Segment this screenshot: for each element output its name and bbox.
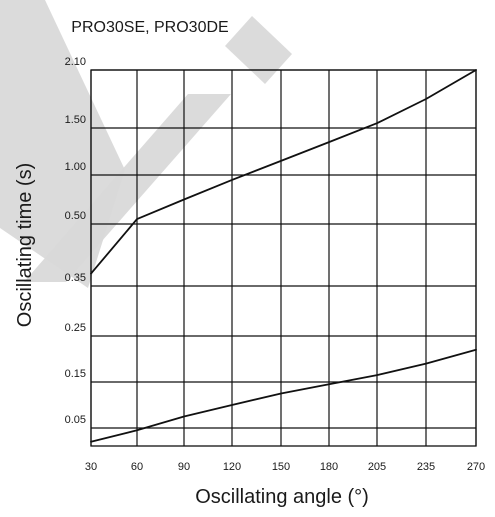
watermark-diamond <box>225 16 292 84</box>
watermark-stroke-middle <box>24 94 231 282</box>
y-tick-label-2: 0.25 <box>65 322 86 334</box>
x-tick-label-4: 150 <box>272 461 290 473</box>
y-tick-label-3: 0.35 <box>65 272 86 284</box>
x-tick-label-3: 120 <box>223 461 241 473</box>
x-tick-label-0: 30 <box>85 461 97 473</box>
x-tick-label-5: 180 <box>320 461 338 473</box>
y-axis-title: Oscillating time (s) <box>14 163 36 327</box>
watermark-shapes <box>0 0 292 288</box>
x-tick-label-1: 60 <box>131 461 143 473</box>
series-line-1 <box>90 348 477 443</box>
x-tick-label-6: 205 <box>368 461 386 473</box>
chart-title: PRO30SE, PRO30DE <box>71 19 228 36</box>
y-tick-label-1: 0.15 <box>65 368 86 380</box>
series <box>90 69 477 443</box>
plot-frame <box>90 69 477 447</box>
y-tick-label-7: 2.10 <box>65 56 86 68</box>
x-tick-label-7: 235 <box>417 461 435 473</box>
axis-ticks: 30 60 90 120 150 180 205 235 270 0.05 0.15 0.25 0.35… <box>65 56 486 473</box>
grid <box>90 69 477 447</box>
y-tick-label-0: 0.05 <box>65 414 86 426</box>
x-tick-label-2: 90 <box>178 461 190 473</box>
y-tick-label-5: 1.00 <box>65 161 86 173</box>
x-axis-title: Oscillating angle (°) <box>195 486 369 508</box>
y-tick-label-4: 0.50 <box>65 210 86 222</box>
series-line-0 <box>90 69 477 275</box>
x-tick-label-8: 270 <box>467 461 485 473</box>
y-tick-label-6: 1.50 <box>65 114 86 126</box>
